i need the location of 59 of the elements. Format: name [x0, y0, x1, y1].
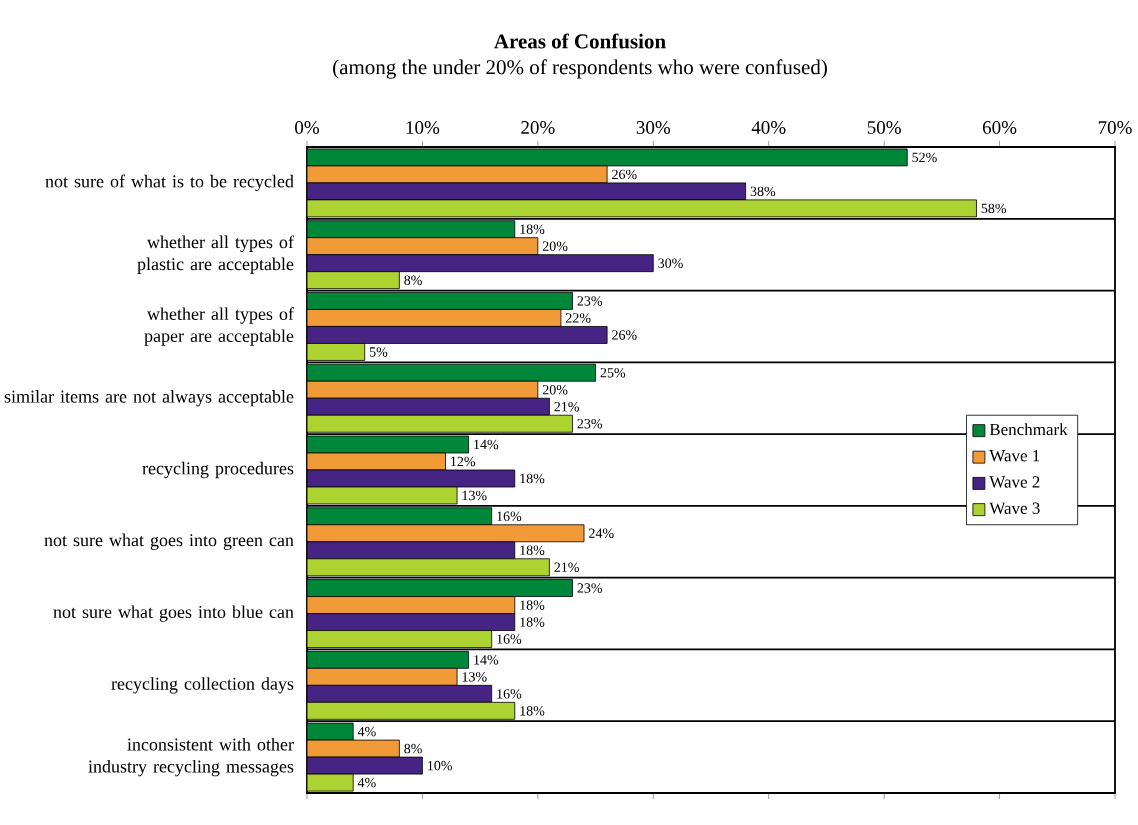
data-label: 20%: [542, 241, 568, 251]
chart-subtitle: (among the under 20% of respondents who were confused): [333, 59, 827, 79]
data-label: 21%: [554, 401, 579, 412]
x-tick-label: 10%: [406, 121, 440, 134]
data-label: 22%: [565, 313, 591, 323]
data-label: 13%: [462, 672, 487, 682]
data-label: 4%: [357, 777, 376, 788]
data-label: 18%: [520, 706, 545, 716]
data-label: 18%: [520, 473, 545, 484]
y-tick-label: similar items are not always acceptable: [4, 390, 294, 407]
data-label: 20%: [542, 384, 568, 395]
y-tick-label: not sure of what is to be recycled: [45, 174, 294, 192]
data-label: 12%: [451, 456, 476, 467]
data-label: 14%: [474, 439, 499, 450]
data-label: 25%: [600, 367, 626, 378]
x-tick-label: 0%: [295, 121, 320, 134]
data-label: 18%: [520, 224, 545, 234]
data-label: 16%: [497, 689, 522, 699]
data-label: 26%: [612, 330, 637, 340]
legend-label: Wave 2: [989, 476, 1040, 488]
x-tick-label: 70%: [1098, 121, 1132, 134]
data-label: 14%: [474, 655, 499, 665]
data-label: 58%: [981, 203, 1007, 214]
data-label: 13%: [462, 490, 487, 501]
x-tick-label: 40%: [751, 121, 786, 134]
data-label: 5%: [369, 347, 388, 357]
data-label: 8%: [404, 275, 422, 285]
y-tick-label: recycling procedures: [142, 461, 294, 479]
data-label: 52%: [912, 152, 937, 163]
x-tick-label: 20%: [521, 121, 555, 134]
y-tick-label: inconsistent with other industry recycling messages: [88, 737, 294, 777]
data-label: 10%: [428, 760, 452, 771]
legend-label: Wave 1: [989, 450, 1040, 462]
data-label: 23%: [577, 418, 603, 429]
data-label: 18%: [520, 617, 545, 627]
data-label: 16%: [497, 511, 522, 522]
data-label: 8%: [404, 743, 422, 754]
data-label: 18%: [520, 545, 545, 556]
legend-label: Benchmark: [989, 423, 1068, 436]
chart-title: Areas of Confusion: [494, 33, 666, 49]
y-tick-label: not sure what goes into green can: [44, 533, 294, 550]
y-tick-label: whether all types of plastic are acceptable: [137, 235, 294, 274]
data-label: 24%: [589, 528, 614, 539]
y-tick-label: not sure what goes into blue can: [53, 605, 294, 622]
data-label: 23%: [577, 296, 603, 306]
x-tick-label: 60%: [982, 121, 1017, 134]
y-tick-label: whether all types of paper are acceptable: [144, 307, 294, 346]
data-label: 16%: [497, 634, 522, 644]
y-tick-label: recycling collection days: [111, 677, 294, 694]
x-tick-label: 30%: [636, 121, 671, 134]
data-label: 26%: [612, 169, 637, 180]
x-tick-label: 50%: [867, 121, 901, 134]
data-label: 4%: [357, 726, 376, 737]
data-label: 30%: [658, 258, 683, 268]
legend-label: Wave 3: [989, 502, 1040, 515]
data-label: 38%: [750, 186, 776, 197]
data-label: 18%: [520, 600, 545, 610]
data-label: 23%: [577, 583, 603, 593]
data-label: 21%: [554, 562, 579, 573]
